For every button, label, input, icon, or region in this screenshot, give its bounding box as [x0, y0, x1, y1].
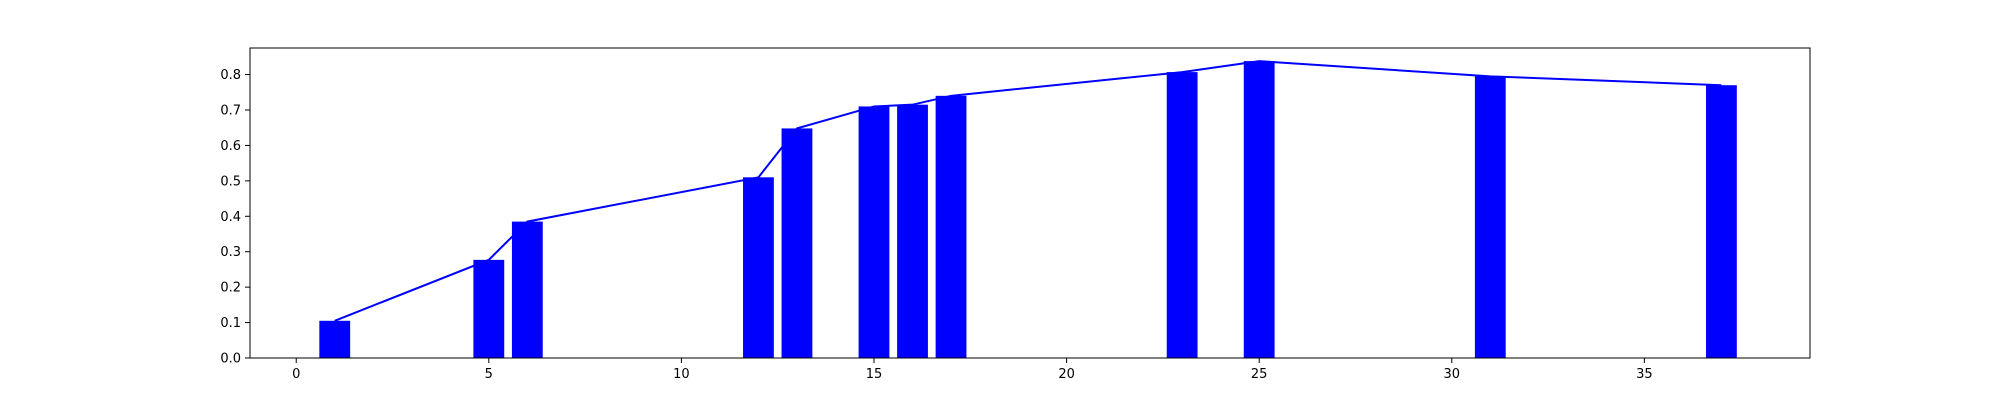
y-tick-label: 0.2 [220, 281, 241, 296]
bar [1706, 85, 1737, 358]
axes-frame [249, 47, 1811, 359]
x-tick-label: 15 [866, 367, 883, 382]
y-axis: 0.0 0.1 0.2 0.3 0.4 0.5 0.6 0.7 0.8 [220, 68, 250, 367]
bar [897, 104, 928, 358]
y-tick-label: 0.3 [220, 245, 241, 260]
x-tick-label: 10 [673, 367, 690, 382]
bar [1166, 72, 1198, 358]
y-tick-label: 0.7 [220, 104, 241, 119]
bar [1243, 61, 1275, 358]
y-tick-label: 0.1 [220, 316, 241, 331]
y-tick-label: 0.5 [220, 174, 241, 189]
bar [935, 95, 967, 358]
x-tick-label: 5 [485, 367, 493, 382]
x-tick-label: 0 [292, 367, 300, 382]
bar [858, 106, 890, 358]
x-tick-label: 25 [1251, 367, 1268, 382]
bar [1474, 76, 1506, 358]
line-series [334, 60, 1722, 322]
bar-series [319, 61, 1737, 358]
bar [319, 320, 351, 358]
y-tick-label: 0.8 [220, 68, 241, 83]
series-line [334, 60, 1722, 322]
y-tick-label: 0.0 [220, 352, 241, 367]
bar [743, 177, 774, 358]
x-axis: 0 5 10 15 20 25 30 35 [292, 358, 1653, 382]
bar [511, 221, 543, 358]
x-tick-label: 30 [1444, 367, 1461, 382]
bar [473, 259, 505, 358]
y-tick-label: 0.6 [220, 139, 241, 154]
x-tick-label: 20 [1058, 367, 1075, 382]
x-tick-label: 35 [1636, 367, 1653, 382]
bar [781, 128, 813, 358]
y-tick-label: 0.4 [220, 210, 241, 225]
